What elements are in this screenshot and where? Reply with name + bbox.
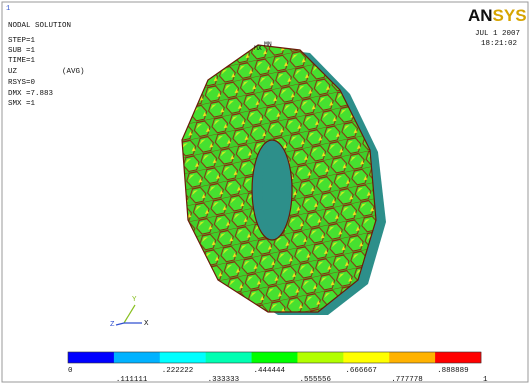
info-time: TIME=1: [8, 57, 36, 65]
info-step: STEP=1: [8, 37, 36, 45]
plot-title: NODAL SOLUTION: [8, 22, 71, 30]
legend-swatch: [160, 352, 206, 363]
legend-label: 0: [68, 367, 73, 375]
legend-swatch: [68, 352, 114, 363]
legend-label: .111111: [116, 376, 148, 384]
legend-label: .222222: [162, 367, 194, 375]
min-marker: MN: [264, 41, 272, 48]
legend-swatch: [252, 352, 298, 363]
info-dmx: DMX =7.883: [8, 90, 54, 98]
legend-swatch: [206, 352, 252, 363]
info-rsys: RSYS=0: [8, 79, 36, 87]
date: JUL 1 2007: [475, 30, 520, 38]
info-smx: SMX =1: [8, 100, 36, 108]
legend-swatch: [114, 352, 160, 363]
ansys-window: 1 NODAL SOLUTION STEP=1 SUB =1 TIME=1 UZ…: [0, 0, 532, 386]
legend-label: 1: [483, 376, 488, 384]
legend-swatch: [435, 352, 481, 363]
hole-wall: [262, 146, 290, 234]
info-avg: (AVG): [62, 68, 85, 76]
info-sub: SUB =1: [8, 47, 36, 55]
legend-label: .555556: [299, 376, 331, 384]
ansys-logo: ANSYS: [468, 6, 527, 25]
legend-swatch: [343, 352, 389, 363]
legend-swatch: [297, 352, 343, 363]
legend-swatch: [389, 352, 435, 363]
info-item: UZ: [8, 68, 18, 76]
x-label: X: [144, 320, 149, 328]
legend-label: .444444: [254, 367, 286, 375]
y-label: Y: [132, 296, 137, 304]
legend-label: .333333: [208, 376, 240, 384]
time: 18:21:02: [481, 40, 517, 48]
z-label: Z: [110, 321, 115, 329]
legend-label: .777778: [391, 376, 423, 384]
page: 1 NODAL SOLUTION STEP=1 SUB =1 TIME=1 UZ…: [0, 0, 532, 386]
legend-label: .888889: [437, 367, 469, 375]
window-index: 1: [6, 5, 10, 13]
max-marker: MX: [254, 45, 262, 52]
legend-label: .666667: [345, 367, 377, 375]
